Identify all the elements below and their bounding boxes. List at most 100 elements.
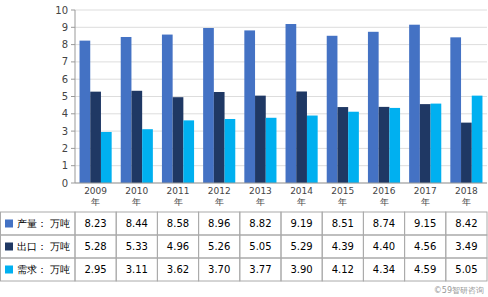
table-value: 8.51 <box>332 218 354 229</box>
tick-mark <box>71 113 75 114</box>
bar <box>472 96 483 183</box>
bar <box>409 25 420 183</box>
bar <box>101 132 112 183</box>
bar <box>80 41 91 183</box>
table-cell <box>116 212 157 235</box>
table-cell <box>75 212 116 235</box>
tick-label: 4 <box>62 108 68 119</box>
bars <box>80 24 483 183</box>
legend-swatch <box>5 266 13 274</box>
tick-mark <box>71 148 75 149</box>
bar <box>461 123 472 183</box>
row-label: 产量： 万吨 <box>17 218 70 229</box>
tick-label: 9 <box>62 22 68 33</box>
tick-label: 2016年 <box>373 186 396 207</box>
table-value: 3.77 <box>249 264 271 275</box>
tick-label: 5 <box>62 91 68 102</box>
tick-label: 1 <box>62 160 68 171</box>
table-cell <box>363 235 404 258</box>
table-cell <box>75 258 116 281</box>
tick-label: 3 <box>62 126 68 137</box>
bar <box>307 116 318 183</box>
tick-label: 2015年 <box>331 186 354 207</box>
table-value: 8.44 <box>126 218 148 229</box>
table-value: 9.15 <box>414 218 436 229</box>
bar <box>286 24 297 183</box>
table-cell <box>405 212 446 235</box>
tick-label: 6 <box>62 74 68 85</box>
tick-mark <box>71 165 75 166</box>
table-cell <box>281 212 322 235</box>
table-cell <box>116 235 157 258</box>
bar <box>162 35 173 183</box>
table-value: 5.26 <box>208 241 230 252</box>
tick-label: 2 <box>62 143 68 154</box>
tick-label: 2009年 <box>84 186 107 207</box>
table-value: 5.29 <box>290 241 312 252</box>
table-cell <box>157 212 198 235</box>
x-axis: 2009年2010年2011年2012年2013年2014年2015年2016年… <box>84 186 478 207</box>
table-cell <box>405 258 446 281</box>
bar <box>337 107 348 183</box>
tick-label: 8 <box>62 39 68 50</box>
tick-label: 2017年 <box>414 186 437 207</box>
table-value: 4.39 <box>332 241 354 252</box>
table-cell <box>405 235 446 258</box>
tick-label: 2013年 <box>249 186 272 207</box>
bar <box>225 119 236 183</box>
tick-label: 2012年 <box>208 186 231 207</box>
tick-label: 10 <box>55 5 68 16</box>
table-value: 4.96 <box>167 241 189 252</box>
bar <box>142 129 153 183</box>
table-cell <box>199 258 240 281</box>
table-cell <box>116 258 157 281</box>
bar <box>121 37 132 183</box>
bar <box>266 118 277 183</box>
table-cell <box>240 212 281 235</box>
bar <box>183 120 194 183</box>
table-cell <box>157 235 198 258</box>
tick-label: 2014年 <box>290 186 313 207</box>
tick-mark <box>71 61 75 62</box>
table-cell <box>446 258 487 281</box>
table-value: 5.05 <box>249 241 271 252</box>
tick-mark <box>71 96 75 97</box>
table-value: 4.12 <box>332 264 354 275</box>
bar <box>203 28 214 183</box>
bar <box>368 32 379 183</box>
row-label: 出口： 万吨 <box>17 241 70 252</box>
table-cell <box>1 212 76 235</box>
table-cell <box>199 212 240 235</box>
grid-line <box>75 27 487 28</box>
bar <box>214 92 225 183</box>
table-cell <box>363 258 404 281</box>
table-value: 8.82 <box>249 218 271 229</box>
bar <box>90 92 101 183</box>
table-value: 8.42 <box>455 218 477 229</box>
table-value: 5.05 <box>455 264 477 275</box>
table-value: 4.34 <box>373 264 395 275</box>
table-value: 3.49 <box>455 241 477 252</box>
table-value: 5.33 <box>126 241 148 252</box>
table-value: 3.90 <box>290 264 312 275</box>
table-value: 3.11 <box>126 264 148 275</box>
tick-mark <box>71 44 75 45</box>
table-value: 9.19 <box>290 218 312 229</box>
table-value: 8.74 <box>373 218 395 229</box>
table-cell <box>322 258 363 281</box>
bar <box>431 104 442 183</box>
data-table: 产量： 万吨8.238.448.588.968.829.198.518.749.… <box>1 212 488 281</box>
table-value: 5.28 <box>84 241 106 252</box>
table-value: 4.56 <box>414 241 436 252</box>
y-axis: 012345678910 <box>55 5 487 189</box>
table-cell <box>1 235 76 258</box>
legend-swatch <box>5 243 13 251</box>
table-cell <box>240 258 281 281</box>
table-cell <box>322 235 363 258</box>
row-label: 需求： 万吨 <box>17 264 70 275</box>
bar <box>131 91 142 183</box>
bar <box>244 30 255 183</box>
grid-line <box>75 61 487 62</box>
tick-label: 7 <box>62 56 68 67</box>
chart: 0123456789102009年2010年2011年2012年2013年201… <box>0 0 488 297</box>
